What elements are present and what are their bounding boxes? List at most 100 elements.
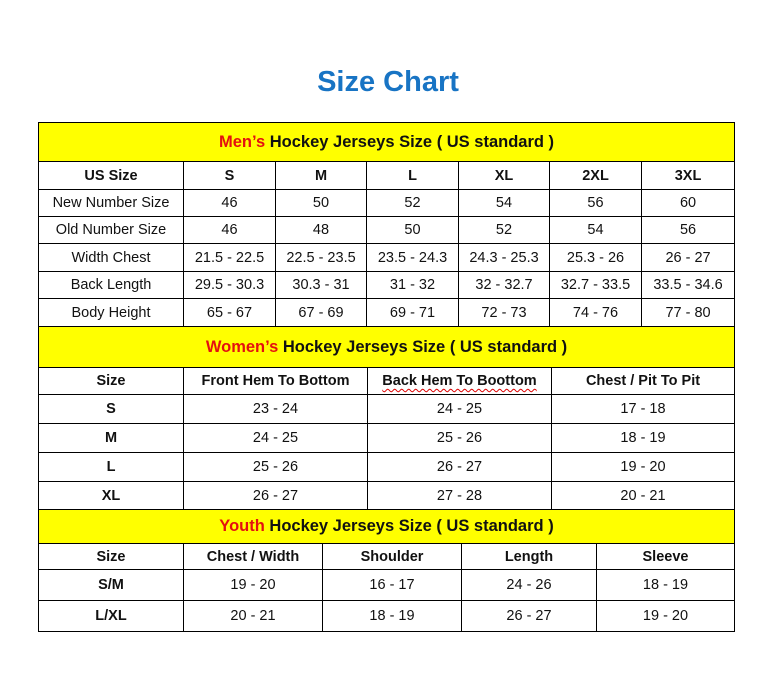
table-cell: 46	[183, 189, 276, 217]
header-label: Size	[96, 373, 126, 389]
youth-column-header: Size	[38, 543, 184, 570]
table-cell: 24 - 25	[183, 423, 368, 453]
youth-column-header: Shoulder	[322, 543, 462, 570]
womens-column-header: Chest / Pit To Pit	[550, 367, 736, 395]
table-cell: 77 - 80	[640, 298, 736, 327]
youth-banner: Youth Hockey Jerseys Size ( US standard …	[37, 509, 736, 544]
header-label: Front Hem To Bottom	[201, 373, 350, 389]
table-cell: 25 - 26	[183, 452, 368, 482]
table-cell: 26 - 27	[367, 452, 552, 482]
mens-column-header: M	[275, 161, 367, 190]
table-cell: 33.5 - 34.6	[640, 271, 736, 299]
table-cell: 31 - 32	[366, 271, 459, 299]
header-label: M	[314, 167, 328, 184]
table-cell: 29.5 - 30.3	[183, 271, 276, 299]
page-title: Size Chart	[317, 66, 459, 98]
womens-column-header: Size	[38, 367, 184, 395]
youth-header-row: Size Chest / Width Shoulder Length Sleeve	[38, 543, 736, 570]
youth-banner-highlight: Youth	[219, 517, 265, 535]
table-cell: 25 - 26	[367, 423, 552, 453]
womens-column-header: Front Hem To Bottom	[183, 367, 368, 395]
row-label: Old Number Size	[38, 216, 184, 244]
header-label: 3XL	[674, 167, 702, 184]
mens-column-header: XL	[458, 161, 550, 190]
table-cell: 18 - 19	[550, 423, 736, 453]
table-cell: 50	[366, 216, 459, 244]
womens-column-header: Back Hem To Boottom	[367, 367, 552, 395]
table-cell: 52	[458, 216, 550, 244]
table-cell: 19 - 20	[550, 452, 736, 482]
row-label: New Number Size	[38, 189, 184, 217]
header-label: Length	[504, 548, 554, 565]
table-cell: 52	[366, 189, 459, 217]
header-label: S	[224, 167, 235, 184]
table-cell: 32.7 - 33.5	[549, 271, 642, 299]
mens-banner-text: Hockey Jerseys Size ( US standard )	[265, 132, 555, 151]
row-label: Body Height	[38, 298, 184, 327]
youth-size-table: Youth Hockey Jerseys Size ( US standard …	[37, 509, 736, 632]
womens-header-row: Size Front Hem To Bottom Back Hem To Boott…	[38, 367, 736, 395]
womens-table-row: S 23 - 24 24 - 25 17 - 18	[38, 394, 736, 424]
womens-table-row: M 24 - 25 25 - 26 18 - 19	[38, 423, 736, 453]
mens-table-row: Width Chest 21.5 - 22.5 22.5 - 23.5 23.5 - …	[38, 243, 736, 272]
table-cell: 26 - 27	[640, 243, 736, 272]
table-cell: 56	[549, 189, 642, 217]
youth-table-row: S/M 19 - 20 16 - 17 24 - 26 18 - 19	[38, 569, 736, 601]
table-cell: 69 - 71	[366, 298, 459, 327]
mens-table-row: Back Length 29.5 - 30.3 30.3 - 31 31 - 32 32…	[38, 271, 736, 299]
table-cell: 65 - 67	[183, 298, 276, 327]
table-cell: 17 - 18	[550, 394, 736, 424]
table-cell: 24 - 26	[461, 569, 597, 601]
mens-size-table: Men’s Hockey Jerseys Size ( US standard …	[37, 122, 736, 327]
row-label: S	[38, 394, 184, 424]
row-label: Back Length	[38, 271, 184, 299]
table-cell: 27 - 28	[367, 481, 552, 510]
mens-column-header: 2XL	[549, 161, 642, 190]
table-cell: 16 - 17	[322, 569, 462, 601]
table-cell: 19 - 20	[183, 569, 323, 601]
youth-column-header: Sleeve	[595, 543, 736, 570]
table-cell: 26 - 27	[183, 481, 368, 510]
row-label: M	[38, 423, 184, 453]
table-cell: 74 - 76	[549, 298, 642, 327]
womens-banner-text: Hockey Jerseys Size ( US standard )	[278, 337, 568, 356]
mens-table-row: New Number Size 46 50 52 54 56 60	[38, 189, 736, 217]
header-label: Size	[96, 548, 126, 565]
table-cell: 48	[275, 216, 367, 244]
youth-banner-text: Hockey Jerseys Size ( US standard )	[264, 517, 554, 535]
table-cell: 25.3 - 26	[549, 243, 642, 272]
table-cell: 24 - 25	[367, 394, 552, 424]
youth-column-header: Length	[461, 543, 597, 570]
table-cell: 18 - 19	[595, 569, 736, 601]
table-cell: 23.5 - 24.3	[366, 243, 459, 272]
header-label: 2XL	[582, 167, 609, 184]
header-label: Chest / Width	[206, 548, 300, 565]
table-cell: 23 - 24	[183, 394, 368, 424]
row-label: Width Chest	[38, 243, 184, 272]
mens-header-row: US Size S M L XL 2XL 3XL	[38, 161, 736, 190]
table-cell: 19 - 20	[595, 600, 736, 632]
youth-column-header: Chest / Width	[183, 543, 323, 570]
womens-size-table: Women’s Hockey Jerseys Size ( US standar…	[37, 326, 736, 510]
table-cell: 30.3 - 31	[275, 271, 367, 299]
header-label: US Size	[84, 167, 138, 184]
table-cell: 32 - 32.7	[458, 271, 550, 299]
table-cell: 21.5 - 22.5	[183, 243, 276, 272]
table-cell: 54	[458, 189, 550, 217]
row-label: S/M	[38, 569, 184, 601]
row-label: XL	[38, 481, 184, 510]
table-cell: 50	[275, 189, 367, 217]
mens-column-header: L	[366, 161, 459, 190]
header-label: Back Hem To Boottom	[382, 373, 537, 389]
womens-banner-highlight: Women’s	[205, 337, 279, 356]
womens-table-row: XL 26 - 27 27 - 28 20 - 21	[38, 481, 736, 510]
header-label: XL	[494, 167, 514, 184]
table-cell: 54	[549, 216, 642, 244]
table-cell: 22.5 - 23.5	[275, 243, 367, 272]
header-label: Sleeve	[642, 548, 689, 565]
womens-banner: Women’s Hockey Jerseys Size ( US standar…	[37, 326, 736, 368]
table-cell: 56	[640, 216, 736, 244]
header-label: L	[408, 167, 417, 184]
row-label: L	[38, 452, 184, 482]
table-cell: 26 - 27	[461, 600, 597, 632]
